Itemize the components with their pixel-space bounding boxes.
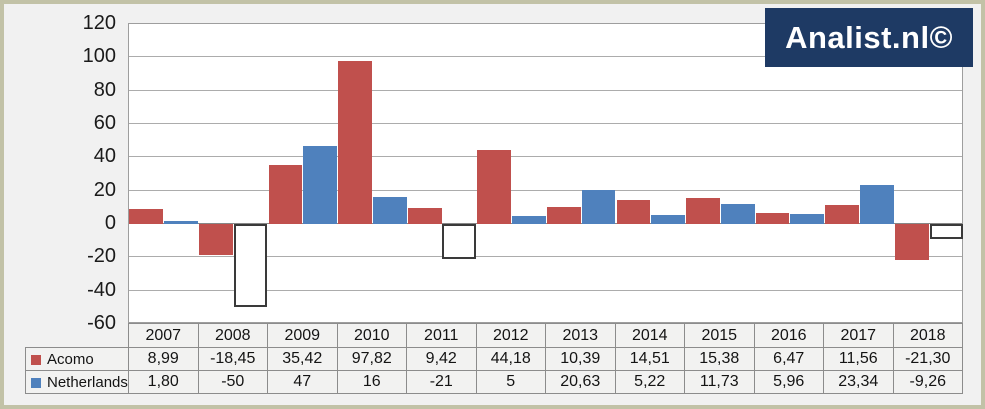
bar-netherlands-2008 <box>233 224 268 308</box>
table-cell-acomo-2017: 11,56 <box>823 347 894 371</box>
table-cell-netherlands-2016: 5,96 <box>753 370 824 394</box>
bar-netherlands-2011 <box>442 224 477 259</box>
table-cell-acomo-2015: 15,38 <box>684 347 755 371</box>
legend-swatch-netherlands-icon <box>31 377 41 388</box>
legend-cell-acomo: Acomo <box>25 347 129 371</box>
table-cell-netherlands-2017: 23,34 <box>823 370 894 394</box>
y-axis-tick-label: 120 <box>82 12 116 34</box>
table-cell-netherlands-2015: 11,73 <box>684 370 755 394</box>
year-header-2009: 2009 <box>267 323 338 348</box>
y-axis-tick-label: -20 <box>87 245 116 268</box>
year-header-2012: 2012 <box>475 323 546 348</box>
table-cell-acomo-2013: 10,39 <box>545 347 616 371</box>
bar-netherlands-2007 <box>164 221 198 224</box>
chart-plot-area <box>128 23 964 323</box>
y-axis-tick-label: 80 <box>93 78 116 101</box>
bar-netherlands-2015 <box>720 204 755 224</box>
bar-netherlands-2018 <box>929 224 964 240</box>
gridline <box>129 89 962 91</box>
year-header-2015: 2015 <box>684 323 755 348</box>
table-cell-netherlands-2018: -9,26 <box>892 370 963 394</box>
y-axis-tick-label: 20 <box>93 178 116 201</box>
y-axis-tick-label: -60 <box>87 312 116 334</box>
gridline <box>129 123 962 124</box>
table-cell-netherlands-2013: 20,63 <box>545 370 616 394</box>
table-cell-netherlands-2008: -50 <box>197 370 268 394</box>
year-header-2010: 2010 <box>336 323 407 348</box>
bar-acomo-2013 <box>546 206 581 224</box>
bar-acomo-2009 <box>268 164 303 224</box>
year-header-2008: 2008 <box>197 323 268 348</box>
y-axis-tick-label: 0 <box>104 212 116 234</box>
table-cell-acomo-2016: 6,47 <box>753 347 824 371</box>
table-cell-acomo-2010: 97,82 <box>336 347 407 371</box>
year-header-2014: 2014 <box>614 323 685 348</box>
bar-acomo-2010 <box>338 60 372 224</box>
year-header-2011: 2011 <box>406 323 477 348</box>
bar-netherlands-2014 <box>651 215 685 224</box>
table-cell-acomo-2009: 35,42 <box>267 347 338 371</box>
table-cell-acomo-2008: -18,45 <box>197 347 268 371</box>
table-cell-acomo-2011: 9,42 <box>406 347 477 371</box>
y-axis-tick-label: 40 <box>93 145 116 168</box>
y-axis-tick-label: 100 <box>82 45 116 68</box>
table-cell-acomo-2018: -21,30 <box>892 347 963 371</box>
year-header-2016: 2016 <box>753 323 824 348</box>
bar-acomo-2014 <box>616 199 651 224</box>
legend-swatch-acomo-icon <box>31 354 41 365</box>
bar-netherlands-2012 <box>512 215 546 224</box>
bar-acomo-2012 <box>477 150 512 224</box>
table-cell-acomo-2014: 14,51 <box>614 347 685 371</box>
bar-acomo-2017 <box>825 204 860 224</box>
gridline <box>129 256 962 258</box>
bar-netherlands-2009 <box>303 145 338 224</box>
table-cell-netherlands-2012: 5 <box>475 370 546 394</box>
y-axis-tick-label: 60 <box>93 112 116 134</box>
brand-logo: Analist.nl© <box>765 8 973 67</box>
gridline <box>129 156 962 158</box>
table-cell-netherlands-2009: 47 <box>267 370 338 394</box>
y-axis-tick-label: -40 <box>87 278 116 301</box>
bar-acomo-2016 <box>755 213 790 224</box>
legend-label: Netherlands <box>47 373 128 391</box>
bar-acomo-2008 <box>199 224 233 255</box>
table-cell-netherlands-2007: 1,80 <box>128 370 199 394</box>
table-corner-blank <box>26 324 129 348</box>
year-header-2017: 2017 <box>823 323 894 348</box>
bar-netherlands-2010 <box>372 197 407 224</box>
bar-netherlands-2013 <box>581 189 616 224</box>
table-cell-acomo-2007: 8,99 <box>128 347 199 371</box>
table-cell-netherlands-2011: -21 <box>406 370 477 394</box>
legend-label: Acomo <box>47 350 94 368</box>
data-table: 2007 2008 2009 2010 2011 2012 2013 2014 2015 2016… <box>25 323 963 394</box>
bar-netherlands-2016 <box>790 214 825 224</box>
gridline <box>129 189 962 191</box>
bar-acomo-2018 <box>894 224 929 260</box>
table-cell-netherlands-2010: 16 <box>336 370 407 394</box>
brand-logo-text: Analist.nl© <box>785 19 953 55</box>
year-header-2013: 2013 <box>545 323 616 348</box>
gridline <box>129 289 962 291</box>
table-cell-acomo-2012: 44,18 <box>475 347 546 371</box>
gridline <box>129 56 962 58</box>
table-cell-netherlands-2014: 5,22 <box>614 370 685 394</box>
year-header-2007: 2007 <box>128 323 199 348</box>
bar-acomo-2011 <box>407 208 442 224</box>
bar-acomo-2015 <box>686 198 720 224</box>
legend-cell-netherlands: Netherlands <box>25 370 129 394</box>
bar-netherlands-2017 <box>859 185 894 224</box>
year-header-2018: 2018 <box>892 323 963 348</box>
bar-acomo-2007 <box>129 209 164 224</box>
